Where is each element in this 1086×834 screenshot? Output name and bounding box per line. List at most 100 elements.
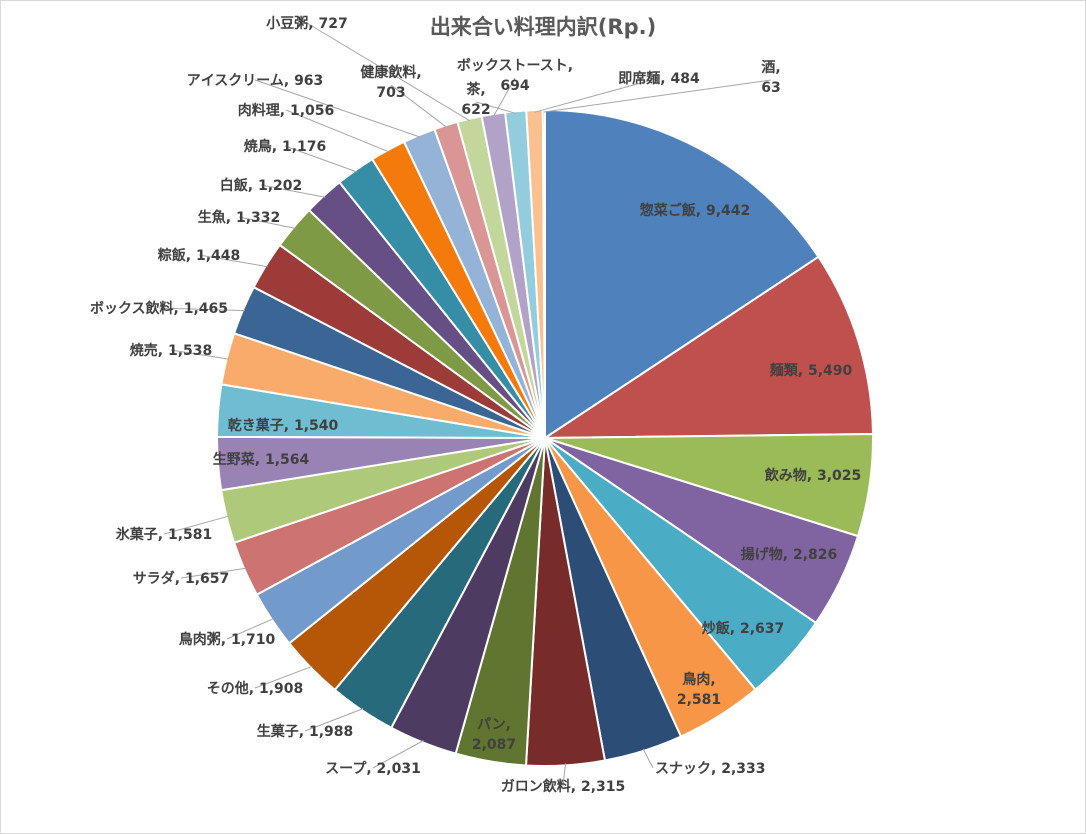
data-label: 生菓子, 1,988 [257, 723, 354, 740]
data-label: 肉料理, 1,056 [238, 102, 335, 119]
data-label-value: 2,581 [677, 692, 721, 708]
leader-line [543, 79, 772, 113]
data-label-value: 3,025 [817, 468, 861, 484]
leader-lines [158, 22, 772, 787]
leader-line [198, 254, 268, 268]
data-label-value: 1,988 [309, 724, 353, 740]
data-label: 生野菜, 1,564 [213, 451, 310, 468]
data-label-value: 2,315 [581, 779, 625, 795]
data-label: 焼売, 1,538 [130, 342, 213, 359]
data-label-value: 1,564 [265, 452, 310, 468]
data-label-value: 63 [761, 80, 780, 96]
data-label-category: 生菓子, [257, 723, 309, 740]
data-label-value: 2,826 [793, 547, 837, 563]
data-label: 飲み物, 3,025 [764, 467, 862, 484]
data-label-category: ボックス飲料, [90, 300, 184, 317]
data-label: 揚げ物, 2,826 [741, 546, 838, 563]
data-label-category: その他, [207, 680, 259, 697]
data-label: 鳥肉, 2,581 [677, 671, 721, 708]
data-label-category: 飲み物, [764, 467, 817, 484]
data-label-value: 5,490 [808, 363, 853, 379]
data-label-category: パン, [477, 717, 511, 733]
leader-line [226, 618, 274, 640]
data-label-category: 肉料理, [238, 102, 290, 119]
data-label: 鳥肉粥, 1,710 [179, 631, 276, 648]
data-label: 乾き菓子, 1,540 [228, 417, 339, 434]
leader-line [493, 77, 516, 117]
data-label-value: 1,448 [196, 248, 240, 264]
pie-slices [215, 108, 874, 767]
data-label-value: 9,442 [706, 203, 750, 219]
leader-line [238, 216, 296, 229]
leader-line [534, 77, 660, 113]
leader-line [562, 763, 566, 787]
data-label-category: 焼売, [130, 342, 168, 359]
data-label-value: 1,176 [282, 139, 326, 155]
leader-line [254, 665, 313, 689]
data-label: 生魚, 1,332 [198, 209, 281, 226]
data-label-value: 1,710 [231, 632, 276, 648]
leader-line [306, 22, 471, 122]
data-label-category: 鳥肉, [682, 671, 715, 688]
data-labels: 惣菜ご飯, 9,442 麺類, 5,490 飲み物, 3,025 揚げ物, 2,826… [90, 15, 861, 795]
data-label: スープ, 2,031 [325, 761, 421, 777]
data-label: 氷菓子, 1,581 [116, 526, 213, 543]
data-label-category: 粽飯, [158, 247, 196, 264]
data-label: その他, 1,908 [207, 680, 304, 697]
data-label-value: 484 [670, 71, 699, 87]
data-label-category: サラダ, [133, 570, 185, 587]
data-label: 惣菜ご飯, 9,442 [640, 202, 751, 219]
data-label-category: 揚げ物, [741, 546, 793, 563]
data-label: 酒, 63 [761, 60, 780, 96]
leader-line [475, 101, 516, 114]
data-label-value: 622 [461, 102, 490, 118]
leader-line [180, 567, 247, 579]
leader-line [170, 349, 229, 360]
data-label: アイスクリーム, 963 [187, 73, 324, 89]
data-label: 焼鳥, 1,176 [244, 138, 327, 155]
leader-line [285, 109, 390, 153]
leader-line [372, 740, 424, 769]
leader-line [260, 184, 326, 198]
data-label-value: 694 [500, 78, 529, 94]
leader-line [642, 748, 654, 769]
data-label-value: 963 [294, 73, 323, 89]
data-label-value: 2,637 [740, 621, 784, 637]
data-label: パン, 2,087 [472, 717, 516, 753]
data-label-category: 氷菓子, [116, 526, 168, 543]
data-label: 粽飯, 1,448 [158, 247, 241, 264]
data-label: ボックストースト, 694 [457, 58, 573, 94]
data-label-value: 2,031 [377, 761, 421, 777]
data-label-category: ガロン飲料, [501, 778, 581, 795]
data-label-value: 1,581 [168, 527, 212, 543]
data-label-category: 焼鳥, [244, 138, 282, 155]
data-label-category: 即席麺, [618, 70, 670, 87]
data-label: 茶, 622 [461, 81, 490, 118]
data-label: 即席麺, 484 [618, 70, 700, 87]
data-label: サラダ, 1,657 [133, 570, 230, 587]
data-label-value: 1,908 [259, 681, 303, 697]
data-label: 麺類, 5,490 [769, 362, 853, 379]
data-label-value: 703 [376, 85, 405, 101]
data-label-value: 2,087 [472, 737, 516, 753]
data-label-category: 生野菜, [213, 451, 265, 468]
data-label: 白飯, 1,202 [220, 177, 303, 194]
data-label-category: 炒飯, [702, 620, 740, 637]
leader-line [158, 307, 245, 312]
data-label-value: 727 [318, 16, 347, 32]
data-label-category: 麺類, [769, 362, 808, 379]
data-label-category: 生魚, [198, 209, 236, 226]
data-label: ボックス飲料, 1,465 [90, 300, 228, 317]
data-label-category: スープ, [325, 761, 376, 777]
leader-line [163, 515, 229, 535]
data-label-value: 1,056 [290, 103, 334, 119]
data-label-category: 酒, [761, 60, 780, 76]
data-label-category: 小豆粥, [266, 15, 318, 32]
data-label-category: 茶, [465, 81, 485, 98]
pie-slice [544, 108, 820, 440]
data-label: 健康飲料, 703 [360, 64, 421, 101]
data-label-category: 白飯, [220, 177, 258, 194]
data-label-category: 鳥肉粥, [179, 631, 231, 648]
